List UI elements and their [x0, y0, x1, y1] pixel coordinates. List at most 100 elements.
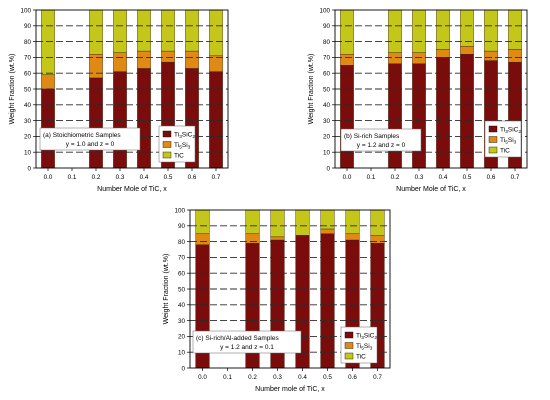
legend-label-tic: TiC [174, 153, 184, 160]
bar-ti5si3-0.6 [185, 50, 199, 69]
bar-tic-0.5 [460, 9, 474, 47]
y-tick-label: 30 [24, 118, 32, 125]
x-tick-label: 0.7 [373, 374, 382, 381]
x-tick-label: 0.2 [248, 374, 257, 381]
legend-swatch-tic [344, 352, 354, 360]
bar-tic-0.3 [113, 9, 127, 53]
y-tick-label: 80 [24, 39, 32, 46]
y-tick-label: 40 [24, 102, 32, 109]
y-tick-label: 70 [24, 55, 32, 62]
x-tick-label: 0.7 [511, 174, 520, 181]
y-tick-label: 90 [178, 223, 186, 230]
sample-annotation: (a) Stoichiometric Samples y = 1.0 and z … [39, 127, 141, 151]
bar-tic-0.7 [209, 9, 223, 57]
legend-swatch-ti3sic2 [344, 331, 354, 339]
x-tick-label: 0.4 [140, 174, 149, 181]
y-tick-label: 50 [323, 86, 331, 93]
y-tick-label: 10 [24, 150, 32, 157]
bar-tic-0.4 [295, 209, 310, 236]
y-tick-label: 10 [323, 150, 331, 157]
annotation-title: (c) Si-rich/Al-added Samples [196, 335, 279, 342]
bar-ti3sic2-0.4 [137, 68, 151, 169]
x-tick-label: 0.6 [188, 174, 197, 181]
y-tick-label: 50 [178, 286, 186, 293]
legend-label-ti3sic2: Ti3SiC2 [174, 132, 195, 141]
x-tick-label: 0.3 [273, 374, 282, 381]
annotation-condition: y = 1.2 and z = 0 [357, 142, 406, 149]
x-tick-label: 0.1 [367, 174, 376, 181]
legend-label-ti5si3: Ti5Si3 [500, 137, 517, 146]
legend-label-ti3sic2: Ti3SiC2 [500, 127, 521, 136]
y-tick-label: 20 [24, 134, 32, 141]
bar-ti3sic2-0.2 [89, 77, 103, 169]
annotation-box [340, 128, 422, 152]
bar-ti5si3-0.5 [320, 228, 335, 234]
bar-ti5si3-0.0 [195, 233, 210, 245]
legend-label-ti5si3: Ti5Si3 [356, 343, 373, 352]
x-tick-label: 0.5 [164, 174, 173, 181]
legend-swatch-ti5si3 [488, 136, 498, 143]
y-tick-label: 70 [323, 55, 331, 62]
y-tick-label: 60 [24, 71, 32, 78]
bar-tic-0.0 [41, 9, 55, 75]
chart-panel-a: 0 10 20 30 40 50 60 70 80 90 100 0.0 0.1 0.2 0.3 0.4 0.5… [9, 7, 229, 193]
bar-ti5si3-0.7 [508, 49, 522, 63]
x-tick-label: 0.5 [463, 174, 472, 181]
x-axis-label: Number mole of TiC, x [255, 386, 325, 393]
y-tick-label: 60 [323, 71, 331, 78]
bar-tic-0.3 [412, 9, 426, 53]
y-tick-label: 20 [178, 334, 186, 341]
bar-tic-0.3 [270, 209, 285, 238]
y-tick-label: 100 [20, 7, 31, 14]
legend-swatch-tic [162, 151, 172, 159]
bar-ti5si3-0.5 [460, 46, 474, 55]
bar-ti3sic2-0.4 [436, 57, 450, 169]
bar-ti5si3-0.3 [270, 236, 285, 241]
chart-panel-c: 0 10 20 30 40 50 60 70 80 90 100 0.0 0.1 0.2 0.3 0.4 0.5… [163, 207, 391, 393]
y-tick-label: 60 [178, 271, 186, 278]
y-tick-label: 40 [178, 302, 186, 309]
y-tick-label: 40 [323, 102, 331, 109]
y-axis-label: Weight Fraction (wt.%) [163, 254, 170, 325]
x-tick-label: 0.1 [68, 174, 77, 181]
y-tick-label: 80 [178, 239, 186, 246]
y-tick-label: 0 [27, 165, 31, 172]
bar-ti3sic2-0.5 [320, 233, 335, 369]
bar-tic-0.6 [345, 209, 360, 234]
y-tick-label: 100 [319, 7, 330, 14]
legend-swatch-tic [488, 146, 498, 154]
x-tick-label: 0.6 [348, 374, 357, 381]
y-axis-label: Weight Fraction (wt.%) [9, 54, 16, 125]
sample-annotation: (c) Si-rich/Al-added Samples y = 1.2 and … [192, 330, 302, 354]
bar-ti3sic2-0.3 [113, 71, 127, 169]
x-tick-label: 0.0 [343, 174, 352, 181]
bar-ti5si3-0.0 [340, 54, 354, 66]
bar-ti5si3-0.6 [484, 50, 498, 61]
x-axis-label: Number Mole of TiC, x [97, 186, 167, 193]
bar-tic-0.4 [436, 9, 450, 50]
x-axis-label: Number Mole of TiC, x [396, 186, 466, 193]
legend-swatch-ti5si3 [344, 342, 354, 349]
bar-tic-0.2 [388, 9, 402, 53]
x-tick-label: 0.6 [487, 174, 496, 181]
bar-ti3sic2-0.5 [460, 54, 474, 169]
x-tick-label: 0.0 [44, 174, 53, 181]
y-tick-label: 10 [178, 350, 186, 357]
sample-annotation: (b) Si-rich Samples y = 1.2 and z = 0 [340, 128, 422, 152]
bar-ti3sic2-0.7 [209, 71, 223, 169]
bar-tic-0.2 [245, 209, 260, 234]
bar-tic-0.7 [370, 209, 385, 236]
bar-tic-0.6 [185, 9, 199, 52]
legend-label-ti5si3: Ti5Si3 [174, 142, 191, 151]
y-tick-label: 0 [181, 365, 185, 372]
y-tick-label: 90 [24, 23, 32, 30]
chart-panel-b: 0 10 20 30 40 50 60 70 80 90 100 0.0 0.1 0.2 0.3 0.4 0.5… [308, 7, 528, 193]
bar-tic-0.0 [195, 209, 210, 234]
x-tick-label: 0.7 [212, 174, 221, 181]
legend-label-tic: TiC [356, 354, 366, 361]
annotation-box [192, 330, 302, 354]
legend-label-tic: TiC [500, 148, 510, 155]
